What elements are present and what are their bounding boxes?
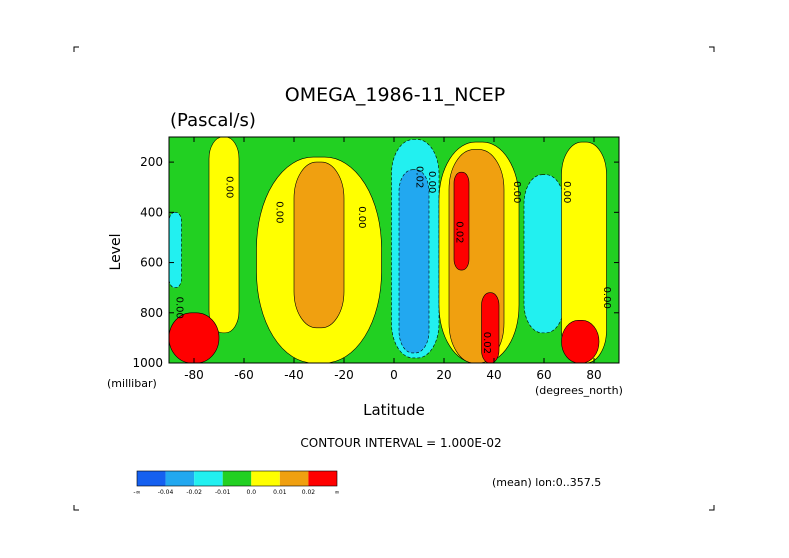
x-tick-label: -20	[334, 368, 354, 382]
contour-region-red-south-surface	[168, 312, 220, 364]
colorbar-label: -∞	[133, 489, 140, 496]
colorbar-swatch	[308, 471, 337, 486]
y-tick-label: 400	[140, 205, 163, 219]
y-axis-label: Level	[108, 234, 124, 271]
contour-label: 0.00	[511, 181, 522, 203]
colorbar-label: -0.04	[158, 489, 174, 496]
colorbar-frame	[136, 470, 338, 487]
y-axis-unit: (millibar)	[107, 377, 157, 390]
colorbar-label: 0.02	[302, 489, 316, 496]
colorbar-label: -0.02	[186, 489, 202, 496]
mean-info-text: (mean) lon:0..357.5	[492, 476, 601, 489]
contour-label: 0.00	[174, 297, 185, 319]
colorbar-label: 0.01	[273, 489, 287, 496]
x-tick-label: 40	[486, 368, 501, 382]
colorbar-swatch	[137, 471, 166, 486]
x-axis-ticks: -80 -60 -40 -20 0 20 40 60 80	[184, 137, 602, 382]
x-tick-label: 80	[586, 368, 601, 382]
x-tick-label: -40	[284, 368, 304, 382]
contour-region-red-north-surface	[561, 320, 600, 364]
contour-label: 0.02	[454, 221, 465, 243]
x-axis-label: Latitude	[363, 401, 425, 419]
x-tick-label: -60	[234, 368, 254, 382]
corner-mark-bottom-left	[73, 505, 79, 511]
colorbar: -∞ -0.04 -0.02 -0.01 0.0 0.01 0.02 ∞	[133, 470, 340, 496]
y-tick-label: 1000	[132, 356, 163, 370]
y-axis-ticks: 200 400 600 800 1000	[132, 155, 619, 370]
contour-region-cyan-south-high	[168, 212, 182, 288]
colorbar-label: -0.01	[215, 489, 231, 496]
contour-interval-text: CONTOUR INTERVAL = 1.000E-02	[300, 436, 501, 450]
contour-label: 0.02	[481, 332, 492, 354]
contour-region-cyan-north-midlat	[523, 174, 565, 334]
x-tick-label: -80	[184, 368, 204, 382]
chart-title: OMEGA_1986-11_NCEP	[285, 84, 505, 106]
colorbar-swatch	[222, 471, 252, 486]
colorbar-swatch	[251, 471, 280, 486]
contour-labels: 0.000.000.00 0.000.02 0.000.020.00 0.000.02…	[174, 166, 613, 354]
contour-regions	[168, 136, 607, 364]
contour-label: 0.00	[601, 287, 612, 309]
colorbar-swatch	[165, 471, 195, 486]
corner-mark-top-right	[709, 46, 715, 52]
y-tick-label: 200	[140, 155, 163, 169]
y-tick-label: 800	[140, 306, 163, 320]
contour-region-blue-tropics	[398, 169, 430, 354]
contour-label: 0.00	[426, 171, 437, 193]
x-axis-unit: (degrees_north)	[535, 384, 623, 397]
contour-label: 0.00	[561, 181, 572, 203]
colorbar-label: 0.0	[247, 489, 257, 496]
colorbar-swatch	[194, 471, 223, 486]
chart-subtitle: (Pascal/s)	[170, 110, 256, 131]
contour-label: 0.02	[414, 166, 425, 188]
colorbar-swatch	[279, 471, 309, 486]
x-tick-label: 60	[536, 368, 551, 382]
contour-label: 0.00	[356, 206, 367, 228]
contour-region-orange-midlat-south	[293, 161, 345, 329]
contour-region-red-subtropics-north-high	[453, 171, 470, 271]
plot-area: 0.000.000.00 0.000.02 0.000.020.00 0.000.02…	[132, 136, 620, 382]
corner-mark-top-left	[73, 46, 79, 52]
colorbar-label: ∞	[335, 489, 340, 496]
contour-region-yellow-south	[208, 136, 240, 334]
corner-mark-bottom-right	[709, 505, 715, 511]
x-tick-label: 20	[436, 368, 451, 382]
y-tick-label: 600	[140, 256, 163, 270]
x-tick-label: 0	[390, 368, 398, 382]
contour-label: 0.00	[274, 201, 285, 223]
contour-label: 0.00	[224, 176, 235, 198]
